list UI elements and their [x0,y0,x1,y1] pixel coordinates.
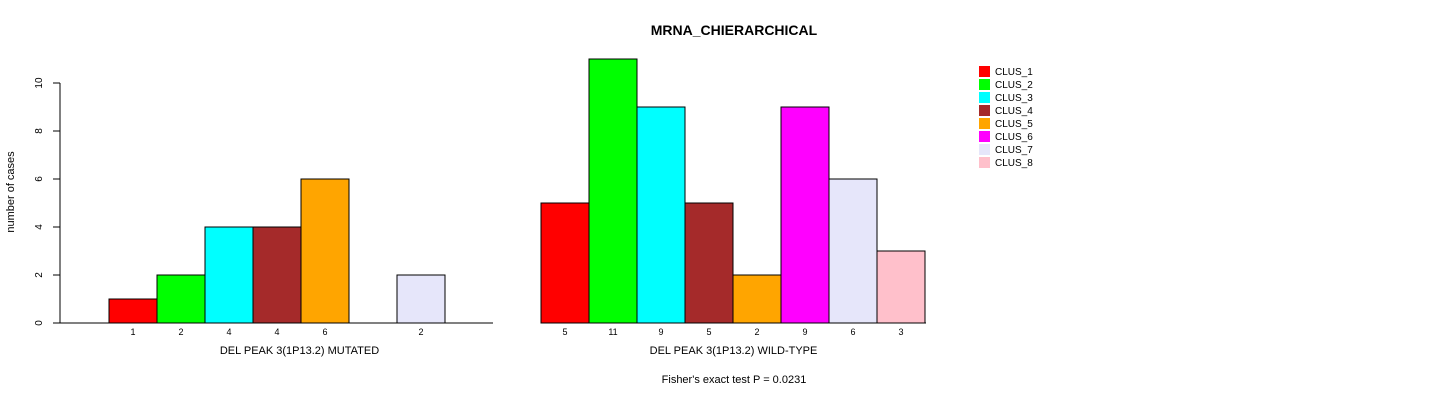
bar-count-label: 3 [898,327,903,337]
bar-count-label: 6 [322,327,327,337]
legend-swatch [979,118,990,129]
bar-clus-3 [204,226,254,324]
legend-item: CLUS_5 [979,118,1033,130]
legend-label: CLUS_4 [995,106,1033,117]
legend-swatch [979,92,990,103]
bar-clus-1 [540,202,590,324]
y-tick-label: 2 [34,272,45,278]
bar-clus-8 [876,250,926,324]
legend-label: CLUS_6 [995,132,1033,143]
bar-group-1: 1 2 4 4 6 2 DEL PEAK 3(1P13.2) MUTATED [60,178,493,357]
legend-label: CLUS_3 [995,93,1033,104]
bar-count-label: 1 [130,327,135,337]
bar-clus-5 [300,178,350,324]
bar-clus-2 [588,58,638,324]
y-tick-label: 4 [34,224,45,230]
legend-item: CLUS_7 [979,144,1033,156]
bar-count-label: 9 [658,327,663,337]
legend-label: CLUS_5 [995,119,1033,130]
bar-count-label: 6 [850,327,855,337]
group-label: DEL PEAK 3(1P13.2) WILD-TYPE [650,345,818,357]
legend-swatch [979,66,990,77]
bar-count-label: 11 [608,327,617,337]
fisher-test-footnote: Fisher's exact test P = 0.0231 [662,374,807,386]
legend-label: CLUS_8 [995,158,1033,169]
legend-label: CLUS_2 [995,80,1033,91]
y-tick-label: 8 [34,128,45,134]
legend-item: CLUS_2 [979,79,1033,91]
legend-item: CLUS_4 [979,105,1033,117]
bar-count-label: 5 [706,327,711,337]
bar-count-label: 4 [226,327,231,337]
legend: CLUS_1 CLUS_2 CLUS_3 CLUS_4 CLUS_5 CLUS_6 CLUS… [979,66,1033,169]
bar-count-label: 4 [274,327,279,337]
bar-clus-2 [156,274,206,324]
bar-clus-4 [684,202,734,324]
bar-clus-6 [780,106,830,324]
bar-count-label: 5 [562,327,567,337]
legend-swatch [979,79,990,90]
group-label: DEL PEAK 3(1P13.2) MUTATED [220,345,379,357]
y-axis: 0 2 4 6 8 10 [34,77,61,326]
legend-item: CLUS_1 [979,66,1033,78]
legend-swatch [979,157,990,168]
legend-swatch [979,144,990,155]
chart-title: MRNA_CHIERARCHICAL [651,22,818,38]
bar-count-label: 2 [418,327,423,337]
legend-label: CLUS_1 [995,67,1033,78]
bar-clus-1 [108,298,158,324]
legend-item: CLUS_6 [979,131,1033,143]
bar-clus-7 [396,274,446,324]
y-axis-label: number of cases [5,151,17,233]
bar-count-label: 2 [754,327,759,337]
bar-count-label: 9 [802,327,807,337]
legend-item: CLUS_8 [979,157,1033,169]
legend-swatch [979,131,990,142]
legend-item: CLUS_3 [979,92,1033,104]
legend-label: CLUS_7 [995,145,1033,156]
y-tick-label: 0 [34,320,45,326]
legend-swatch [979,105,990,116]
bar-clus-5 [732,274,782,324]
bar-clus-4 [252,226,302,324]
bar-group-2: 5 11 9 5 2 9 6 3 DEL PEAK 3(1P13.2) WILD-TYPE [540,58,926,357]
bar-clus-3 [636,106,686,324]
bar-groups: 1 2 4 4 6 2 DEL PEAK 3(1P13.2) MUTATED 5 11 9 5 2 9 6… [60,58,926,357]
y-tick-label: 10 [34,77,45,89]
bar-clus-7 [828,178,878,324]
y-tick-label: 6 [34,176,45,182]
bar-count-label: 2 [178,327,183,337]
